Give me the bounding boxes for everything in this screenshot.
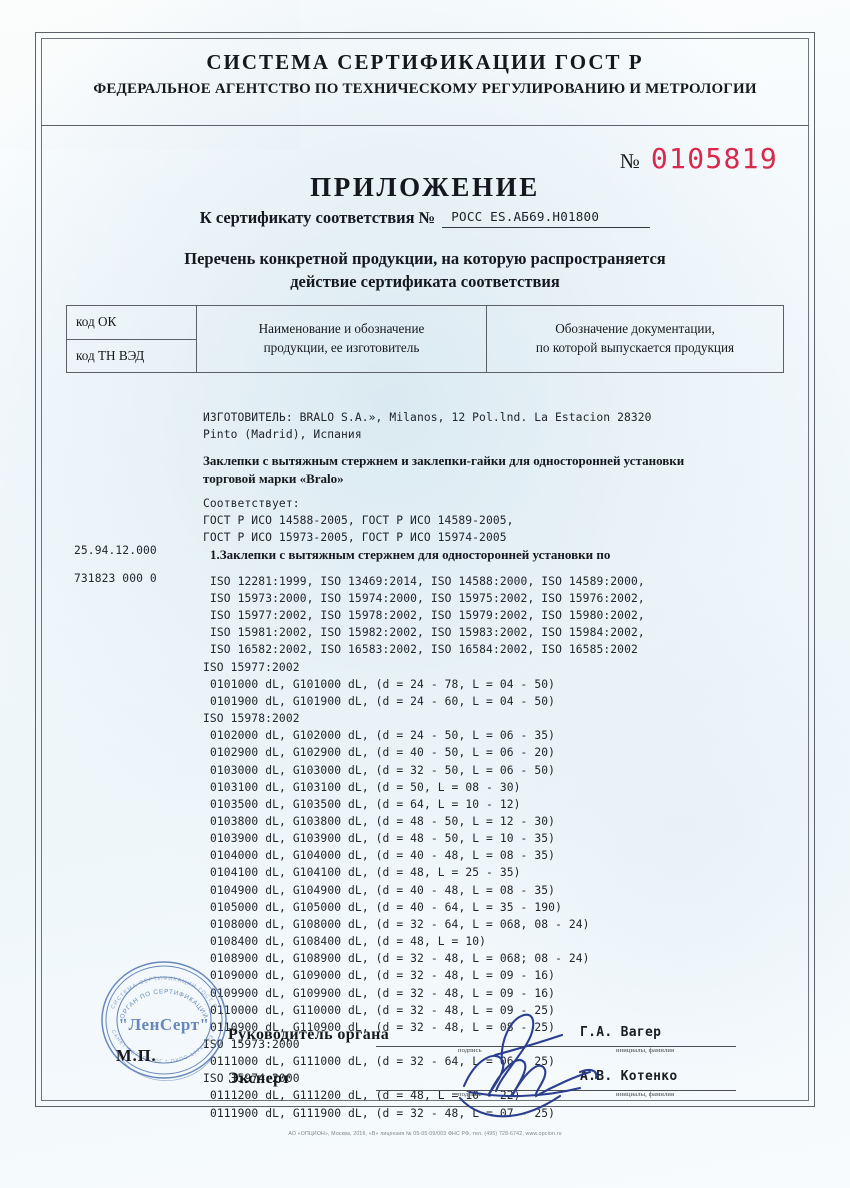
product-code-line: 0102000 dL, G102000 dL, (d = 24 - 50, L …	[210, 729, 556, 743]
signature-caption-fio-head: инициалы, фамилия	[616, 1047, 675, 1054]
certificate-number-value: РОСС ES.АБ69.Н01800	[451, 209, 600, 224]
signature-name-expert: А.В. Котенко	[580, 1069, 678, 1084]
table-header-product-line-1: Наименование и обозначение	[258, 321, 425, 337]
header-divider	[41, 125, 809, 126]
signature-line-head	[376, 1046, 736, 1047]
signature-caption-fio-expert: инициалы, фамилия	[616, 1091, 675, 1098]
product-description-line-2: торговой марки «Bralo»	[203, 470, 344, 486]
signature-role-expert: Эксперт	[228, 1070, 291, 1087]
signature-name-head: Г.А. Вагер	[580, 1025, 662, 1040]
signature-line-expert	[376, 1090, 736, 1091]
table-col-product: Наименование и обозначение продукции, ее…	[197, 306, 487, 372]
product-code-line: 0104000 dL, G104000 dL, (d = 40 - 48, L …	[210, 849, 556, 863]
iso-standard-line: ISO 15973:2000, ISO 15974:2000, ISO 1597…	[210, 591, 645, 605]
gost-line-2: ГОСТ Р ИСО 15973-2005, ГОСТ Р ИСО 15974-…	[203, 530, 507, 544]
certificate-reference: К сертификату соответствия № РОСС ES.АБ6…	[0, 207, 850, 228]
section-1-title: 1.Заклепки с вытяжным стержнем для однос…	[210, 547, 611, 563]
signature-role-head: Руководитель органа	[228, 1026, 390, 1043]
product-code-line: 0103100 dL, G103100 dL, (d = 50, L = 08 …	[210, 780, 521, 794]
iso-standard-line: ISO 12281:1999, ISO 13469:2014, ISO 1458…	[210, 574, 645, 588]
gost-line-1: ГОСТ Р ИСО 14588-2005, ГОСТ Р ИСО 14589-…	[203, 513, 514, 527]
manufacturer-line-2: Pinto (Madrid), Испания	[203, 428, 362, 442]
signature-caption-sign-head: подпись	[458, 1047, 482, 1054]
tnved-code-value: 731823 000 0	[74, 571, 157, 585]
product-code-line: 0102900 dL, G102900 dL, (d = 40 - 50, L …	[210, 746, 556, 760]
document-header: СИСТЕМА СЕРТИФИКАЦИИ ГОСТ Р ФЕДЕРАЛЬНОЕ …	[41, 38, 809, 105]
iso-standard-line: ISO 15981:2002, ISO 15982:2002, ISO 1598…	[210, 626, 645, 640]
product-groups: ISO 15977:2002 0101000 dL, G101000 dL, (d…	[203, 659, 793, 1122]
product-code-line: 0109900 dL, G109900 dL, (d = 32 - 48, L …	[210, 986, 556, 1000]
product-code-line: 0105000 dL, G105000 dL, (d = 40 - 64, L …	[210, 900, 562, 914]
product-code-line: 0101000 dL, G101000 dL, (d = 24 - 78, L …	[210, 677, 556, 691]
subtitle-line-1: Перечень конкретной продукции, на котору…	[184, 249, 666, 268]
product-code-line: 0103000 dL, G103000 dL, (d = 32 - 50, L …	[210, 763, 556, 777]
product-group-standard: ISO 15978:2002	[203, 712, 300, 726]
product-table-header: код ОК код ТН ВЭД Наименование и обознач…	[66, 305, 784, 373]
product-code-line: 0103900 dL, G103900 dL, (d = 48 - 50, L …	[210, 832, 556, 846]
product-code-line: 0109000 dL, G109000 dL, (d = 32 - 48, L …	[210, 969, 556, 983]
product-group-standard: ISO 15977:2002	[203, 660, 300, 674]
table-header-docs-line-2: по которой выпускается продукция	[535, 340, 735, 355]
iso-standard-line: ISO 16582:2002, ISO 16583:2002, ISO 1658…	[210, 643, 638, 657]
subtitle-line-2: действие сертификата соответствия	[290, 271, 560, 291]
ok-code-value: 25.94.12.000	[74, 544, 157, 557]
manufacturer-line-1: ИЗГОТОВИТЕЛЬ: BRALO S.A.», Milanos, 12 P…	[203, 411, 652, 424]
product-code-line: 0108400 dL, G108400 dL, (d = 48, L = 10)	[210, 935, 487, 949]
table-header-docs-line-1: Обозначение документации,	[555, 321, 715, 337]
conformance-label: Соответствует:	[203, 496, 300, 510]
document-outer-border	[35, 32, 815, 1107]
product-code-line: 0110000 dL, G110000 dL, (d = 32 - 48, L …	[210, 1003, 556, 1017]
seal-place-label: М.П.	[116, 1046, 157, 1065]
document-subtitle: Перечень конкретной продукции, на котору…	[0, 248, 850, 294]
number-value: 0105819	[650, 142, 778, 175]
table-header-ok-code: код ОК	[67, 306, 196, 340]
table-header-product-line-2: продукции, ее изготовитель	[263, 340, 420, 355]
footer-imprint: АО «ОПЦИОН», Москва, 2016, «В» лицензия …	[288, 1131, 562, 1137]
page-title: ПРИЛОЖЕНИЕ	[310, 172, 540, 202]
signature-block: Руководитель органа подпись инициалы, фа…	[228, 1022, 736, 1110]
product-description-line-1: Заклепки с вытяжным стержнем и заклепки-…	[203, 453, 685, 469]
product-code-line: 0108000 dL, G108000 dL, (d = 32 - 64, L …	[210, 917, 590, 931]
table-header-tnved-code: код ТН ВЭД	[76, 347, 145, 363]
document-inner-border	[41, 38, 809, 1101]
signature-row-expert: Эксперт подпись инициалы, фамилия А.В. К…	[228, 1066, 736, 1110]
iso-standard-line: ISO 15977:2002, ISO 15978:2002, ISO 1597…	[210, 609, 645, 623]
document-number: № 0105819	[620, 142, 778, 175]
classification-codes: 25.94.12.000 731823 000 0	[74, 537, 157, 592]
signature-caption-sign-expert: подпись	[458, 1091, 482, 1098]
product-content: ИЗГОТОВИТЕЛЬ: BRALO S.A.», Milanos, 12 P…	[203, 409, 793, 1122]
certificate-number-slot: РОСС ES.АБ69.Н01800	[442, 207, 651, 228]
certificate-label: К сертификату соответствия №	[199, 208, 436, 227]
product-code-line: 0103500 dL, G103500 dL, (d = 64, L = 10 …	[210, 797, 521, 811]
header-agency-title: ФЕДЕРАЛЬНОЕ АГЕНТСТВО ПО ТЕХНИЧЕСКОМУ РЕ…	[93, 80, 757, 97]
signature-row-head: Руководитель органа подпись инициалы, фа…	[228, 1022, 736, 1066]
table-col-codes: код ОК код ТН ВЭД	[67, 306, 197, 372]
header-system-title: СИСТЕМА СЕРТИФИКАЦИИ ГОСТ Р	[206, 50, 644, 74]
iso-standards-list: ISO 12281:1999, ISO 13469:2014, ISO 1458…	[203, 573, 793, 659]
product-code-line: 0101900 dL, G101900 dL, (d = 24 - 60, L …	[210, 694, 556, 708]
product-code-line: 0104900 dL, G104900 dL, (d = 40 - 48, L …	[210, 883, 556, 897]
number-symbol: №	[619, 149, 640, 173]
product-code-line: 0104100 dL, G104100 dL, (d = 48, L = 25 …	[210, 866, 521, 880]
product-code-line: 0108900 dL, G108900 dL, (d = 32 - 48, L …	[210, 952, 590, 966]
product-code-line: 0103800 dL, G103800 dL, (d = 48 - 50, L …	[210, 814, 556, 828]
table-col-documentation: Обозначение документации, по которой вып…	[487, 306, 783, 372]
